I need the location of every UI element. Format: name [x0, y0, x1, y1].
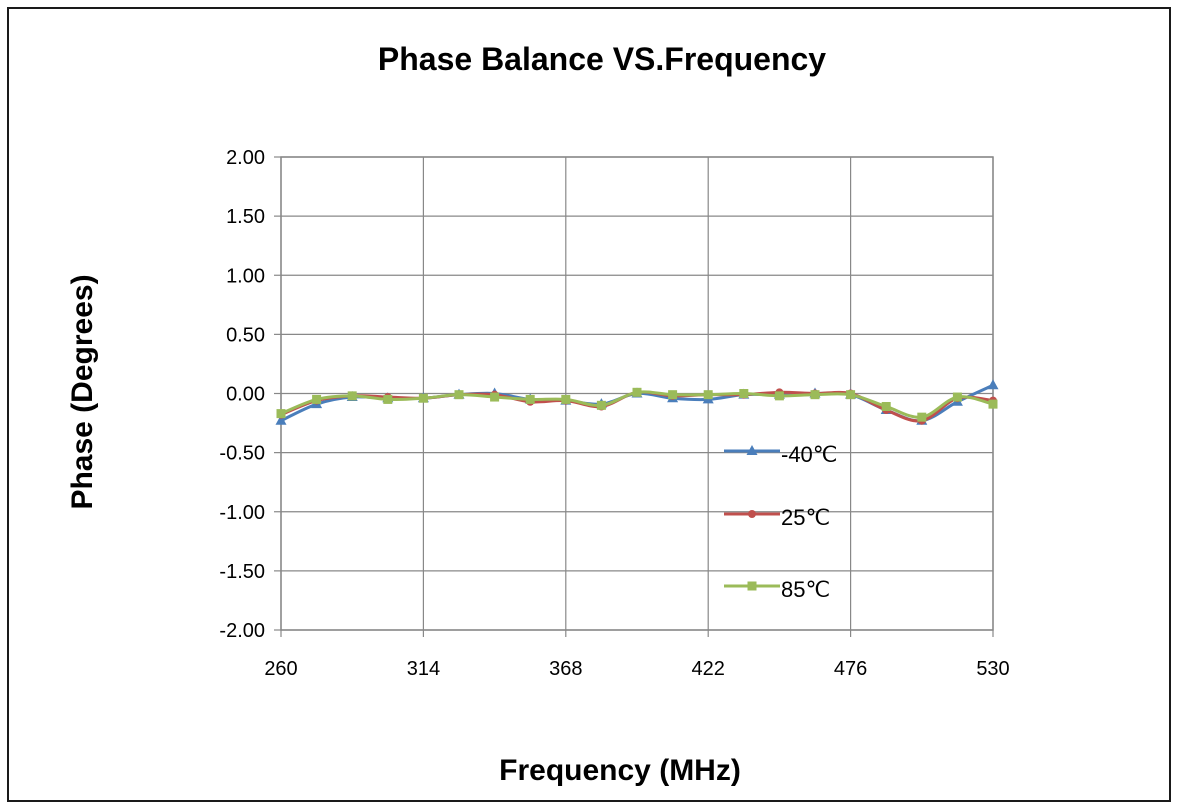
- x-tick-label: 314: [407, 658, 440, 680]
- data-point: [383, 394, 393, 404]
- data-point: [418, 393, 428, 403]
- data-point: [490, 392, 500, 402]
- y-tick-label: -0.50: [219, 443, 265, 465]
- y-axis-title: Phase (Degrees): [66, 274, 99, 509]
- y-tick-label: -2.00: [219, 620, 265, 642]
- x-tick-labels: 260 314 368 422 476 530: [264, 658, 1009, 680]
- x-tick-label: 476: [834, 658, 867, 680]
- data-point: [312, 394, 322, 404]
- data-point: [347, 391, 357, 401]
- legend-swatch-marker: [748, 510, 756, 518]
- data-point: [668, 390, 678, 400]
- legend-label: 25℃: [781, 505, 830, 530]
- chart-title: Phase Balance VS.Frequency: [378, 41, 826, 77]
- data-point: [276, 409, 286, 419]
- y-tick-label: -1.00: [219, 502, 265, 524]
- y-tick-label: -1.50: [219, 561, 265, 583]
- legend-label: -40℃: [781, 442, 838, 467]
- legend: -40℃ 25℃ 85℃: [724, 442, 838, 602]
- data-point: [810, 390, 820, 400]
- legend-swatch-marker: [747, 581, 757, 591]
- data-point: [881, 402, 891, 412]
- legend-item: 85℃: [724, 577, 830, 602]
- data-point: [987, 379, 999, 390]
- x-tick-label: 422: [692, 658, 725, 680]
- series-lines: [275, 379, 999, 425]
- data-point: [952, 392, 962, 402]
- x-axis-title: Frequency (MHz): [499, 754, 741, 787]
- data-point: [561, 394, 571, 404]
- data-point: [846, 390, 856, 400]
- data-point: [596, 400, 606, 410]
- y-tick-label: 1.00: [226, 265, 265, 287]
- data-point: [454, 390, 464, 400]
- y-tick-labels: 2.00 1.50 1.00 0.50 0.00 -0.50 -1.00 -1.50 -2.00: [219, 147, 265, 642]
- data-point: [703, 390, 713, 400]
- x-tick-label: 530: [976, 658, 1009, 680]
- y-tick-label: 1.50: [226, 206, 265, 228]
- data-point: [632, 387, 642, 397]
- data-point: [739, 389, 749, 398]
- legend-item: -40℃: [724, 442, 838, 467]
- data-point: [525, 394, 535, 404]
- y-tick-label: 0.50: [226, 324, 265, 346]
- series-2: [276, 387, 998, 422]
- data-point: [774, 391, 784, 401]
- legend-item: 25℃: [724, 505, 830, 530]
- x-tick-label: 368: [549, 658, 582, 680]
- y-tick-label: 2.00: [226, 147, 265, 169]
- legend-swatch-marker: [746, 445, 758, 455]
- data-point: [275, 414, 287, 425]
- data-point: [917, 412, 927, 422]
- legend-label: 85℃: [781, 577, 830, 602]
- y-tick-label: 0.00: [226, 384, 265, 406]
- data-point: [988, 399, 998, 409]
- grid-lines: [274, 156, 994, 637]
- x-tick-label: 260: [264, 658, 297, 680]
